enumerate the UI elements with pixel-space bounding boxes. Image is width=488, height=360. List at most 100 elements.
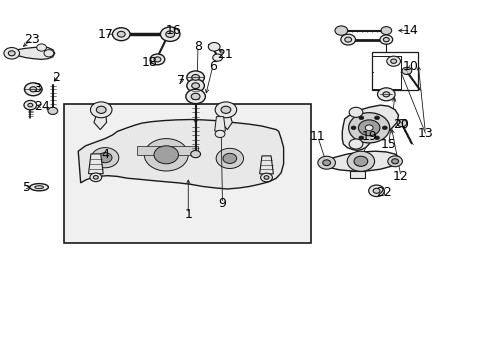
Circle shape (386, 56, 400, 66)
Circle shape (382, 92, 389, 97)
Polygon shape (94, 104, 106, 130)
Circle shape (186, 71, 204, 84)
Text: 13: 13 (417, 127, 432, 140)
Circle shape (117, 31, 125, 37)
Ellipse shape (30, 184, 48, 191)
Circle shape (260, 173, 272, 182)
Circle shape (37, 44, 46, 51)
Circle shape (150, 54, 164, 65)
Circle shape (160, 27, 180, 41)
Circle shape (215, 130, 224, 138)
Circle shape (340, 34, 355, 45)
Circle shape (348, 107, 362, 117)
Text: 22: 22 (375, 186, 391, 199)
Circle shape (365, 125, 372, 131)
Polygon shape (221, 104, 232, 130)
Text: 15: 15 (380, 138, 396, 150)
Bar (349, 171, 365, 178)
Circle shape (391, 159, 398, 164)
Text: 19: 19 (361, 130, 376, 143)
Text: 11: 11 (309, 130, 325, 143)
Circle shape (24, 100, 37, 110)
Circle shape (358, 120, 379, 136)
Text: 7: 7 (177, 75, 184, 87)
Text: 21: 21 (217, 48, 232, 60)
Polygon shape (214, 117, 225, 131)
Circle shape (90, 102, 112, 118)
Text: 10: 10 (402, 60, 418, 73)
Text: 9: 9 (218, 197, 226, 210)
Text: 8: 8 (194, 40, 202, 53)
Polygon shape (9, 47, 55, 59)
Bar (371, 52, 417, 90)
Text: 23: 23 (24, 33, 40, 46)
Circle shape (215, 102, 236, 118)
Circle shape (191, 93, 200, 100)
Circle shape (374, 136, 379, 140)
Circle shape (190, 150, 200, 158)
Circle shape (212, 54, 222, 61)
Circle shape (154, 146, 178, 164)
Circle shape (377, 88, 394, 101)
Text: 1: 1 (184, 208, 192, 221)
Polygon shape (342, 105, 398, 150)
Circle shape (216, 148, 243, 168)
Text: 3: 3 (33, 82, 41, 95)
Circle shape (401, 67, 411, 75)
Text: 6: 6 (208, 60, 216, 73)
Circle shape (90, 173, 102, 181)
Circle shape (185, 89, 205, 104)
Text: 2: 2 (52, 71, 60, 84)
Circle shape (346, 151, 374, 171)
Circle shape (387, 156, 402, 167)
Circle shape (322, 160, 330, 166)
Circle shape (30, 87, 37, 92)
Circle shape (348, 139, 362, 149)
Bar (63, 104, 310, 243)
Text: 16: 16 (165, 24, 181, 37)
Polygon shape (321, 151, 399, 171)
Text: 5: 5 (23, 181, 31, 194)
Circle shape (379, 35, 392, 44)
Circle shape (350, 126, 355, 130)
Circle shape (186, 79, 204, 92)
Bar (171, 146, 198, 155)
Circle shape (353, 156, 367, 166)
Circle shape (382, 126, 386, 130)
Circle shape (368, 185, 384, 197)
Circle shape (154, 57, 161, 62)
Circle shape (264, 176, 268, 179)
Circle shape (383, 37, 388, 42)
Circle shape (112, 28, 130, 41)
Text: 17: 17 (97, 28, 113, 41)
Text: 14: 14 (402, 24, 418, 37)
Circle shape (4, 48, 20, 59)
Circle shape (358, 116, 363, 120)
Bar (137, 146, 163, 155)
Ellipse shape (35, 186, 43, 189)
Polygon shape (88, 154, 103, 174)
Circle shape (344, 37, 351, 42)
Circle shape (28, 103, 33, 107)
Circle shape (372, 188, 379, 193)
Circle shape (165, 31, 174, 37)
Circle shape (396, 120, 406, 127)
Circle shape (93, 175, 98, 179)
Circle shape (348, 113, 389, 143)
Polygon shape (78, 120, 283, 189)
Circle shape (48, 107, 58, 114)
Circle shape (98, 153, 112, 163)
Text: 24: 24 (34, 100, 49, 113)
Circle shape (96, 106, 106, 113)
Text: 12: 12 (392, 170, 408, 183)
Circle shape (317, 156, 335, 169)
Circle shape (380, 27, 391, 35)
Polygon shape (259, 156, 273, 174)
Circle shape (191, 83, 199, 89)
Circle shape (91, 148, 119, 168)
Circle shape (144, 139, 188, 171)
Circle shape (334, 26, 347, 35)
Circle shape (390, 59, 396, 63)
Text: 18: 18 (141, 57, 157, 69)
Circle shape (24, 83, 42, 96)
